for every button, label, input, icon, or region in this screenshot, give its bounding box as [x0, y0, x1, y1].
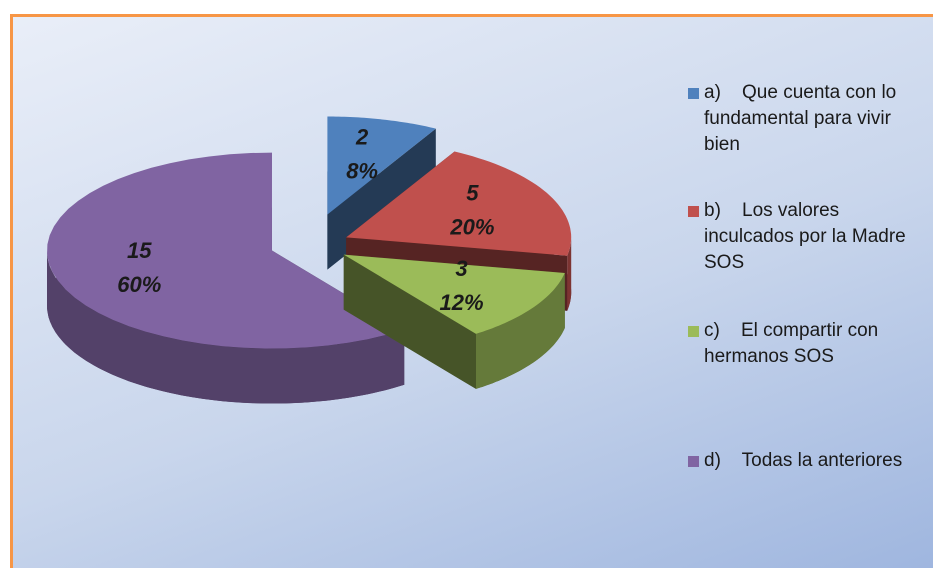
data-label: 8%	[346, 158, 378, 183]
legend-swatch	[688, 88, 699, 99]
legend-item: d) Todas la anteriores	[688, 448, 928, 474]
slice-side	[567, 237, 572, 311]
legend-label: d) Todas la anteriores	[704, 450, 903, 471]
legend-swatch	[688, 206, 699, 217]
legend-item: a) Que cuenta con lo fundamental para vi…	[688, 80, 928, 158]
data-label: 20%	[449, 214, 494, 239]
data-label-count: 2	[355, 124, 369, 149]
legend-label: a) Que cuenta con lo fundamental para vi…	[704, 82, 902, 155]
slice	[327, 116, 436, 215]
data-label-count: 3	[455, 256, 467, 281]
data-label: 60%	[117, 272, 161, 297]
legend-label: c) El compartir con hermanos SOS	[704, 320, 884, 367]
data-label-count: 15	[127, 238, 152, 263]
slice	[346, 151, 572, 256]
slice-side	[47, 250, 405, 404]
data-label: 12%	[440, 290, 484, 315]
legend-item: b) Los valores inculcados por la Madre S…	[688, 198, 928, 276]
slice-side	[476, 273, 565, 389]
legend-swatch	[688, 456, 699, 467]
slice	[343, 254, 565, 334]
slice-wall	[343, 254, 477, 389]
legend-swatch	[688, 326, 699, 337]
data-label-count: 5	[466, 180, 479, 205]
slice	[47, 152, 405, 349]
legend-label: b) Los valores inculcados por la Madre S…	[704, 200, 911, 273]
legend-item: c) El compartir con hermanos SOS	[688, 318, 928, 370]
